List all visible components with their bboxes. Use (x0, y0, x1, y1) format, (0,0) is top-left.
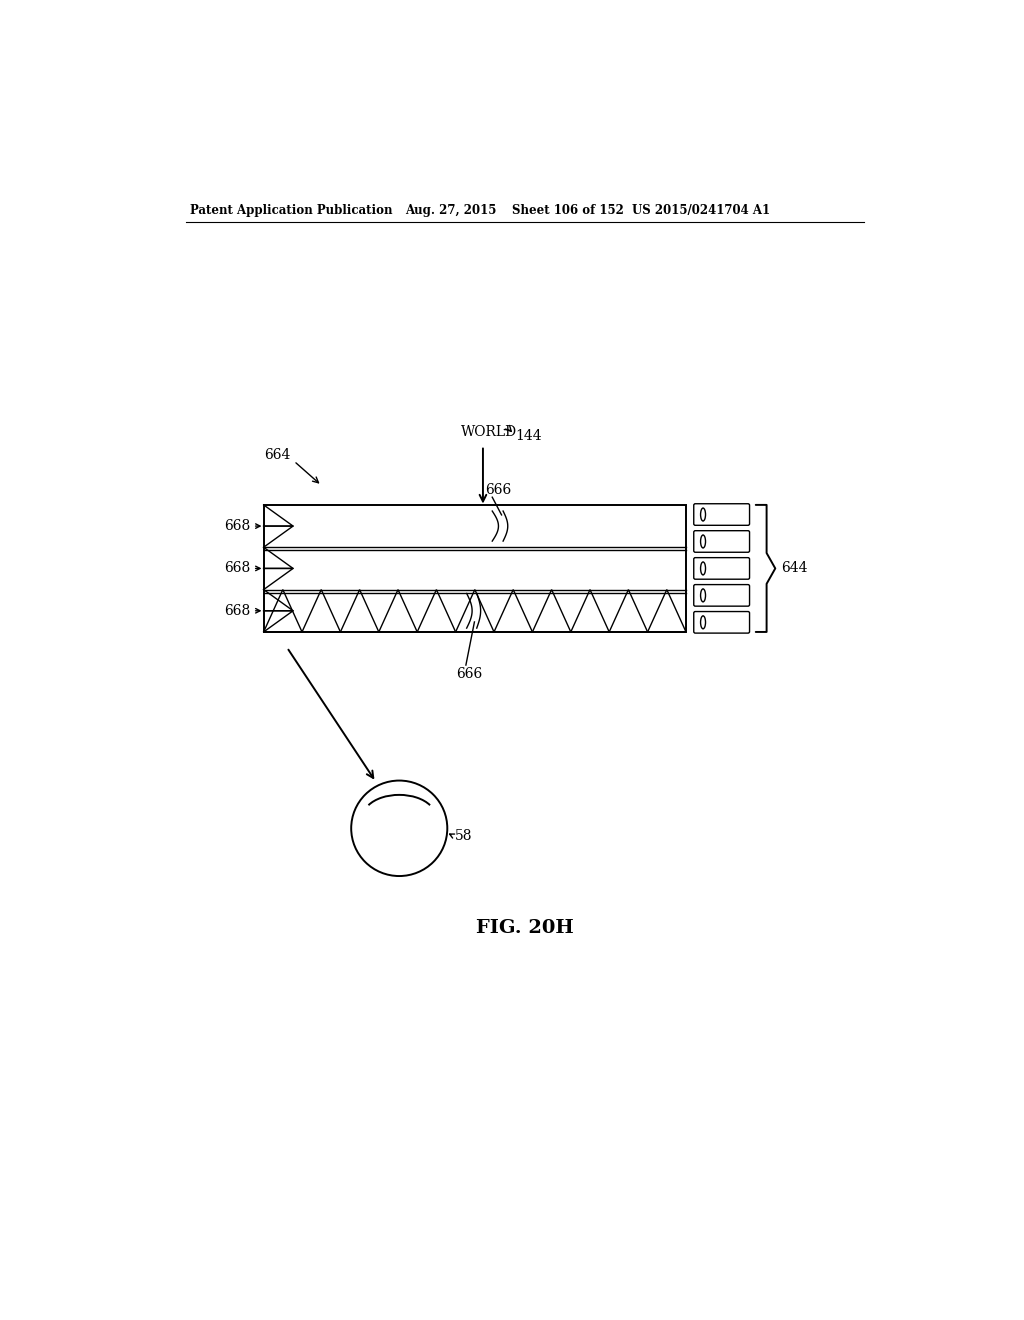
Text: 666: 666 (456, 667, 482, 681)
FancyBboxPatch shape (693, 557, 750, 579)
Ellipse shape (700, 616, 706, 628)
Ellipse shape (700, 562, 706, 576)
Text: Aug. 27, 2015: Aug. 27, 2015 (406, 205, 497, 218)
Text: Patent Application Publication: Patent Application Publication (190, 205, 392, 218)
Circle shape (351, 780, 447, 876)
Text: 668: 668 (224, 603, 251, 618)
Ellipse shape (700, 508, 706, 521)
Text: 58: 58 (455, 829, 472, 843)
FancyBboxPatch shape (693, 611, 750, 634)
Text: 666: 666 (485, 483, 512, 498)
Text: 144: 144 (515, 429, 542, 444)
Text: 668: 668 (224, 561, 251, 576)
Ellipse shape (700, 589, 706, 602)
Text: WORLD: WORLD (461, 425, 517, 438)
FancyBboxPatch shape (693, 504, 750, 525)
Text: 668: 668 (224, 519, 251, 533)
Text: FIG. 20H: FIG. 20H (476, 920, 573, 937)
FancyBboxPatch shape (693, 531, 750, 552)
Bar (263, 506, 686, 632)
FancyBboxPatch shape (693, 585, 750, 606)
Ellipse shape (700, 535, 706, 548)
Text: 664: 664 (264, 447, 291, 462)
Text: Sheet 106 of 152: Sheet 106 of 152 (512, 205, 624, 218)
Text: 644: 644 (781, 561, 808, 576)
Text: US 2015/0241704 A1: US 2015/0241704 A1 (632, 205, 770, 218)
